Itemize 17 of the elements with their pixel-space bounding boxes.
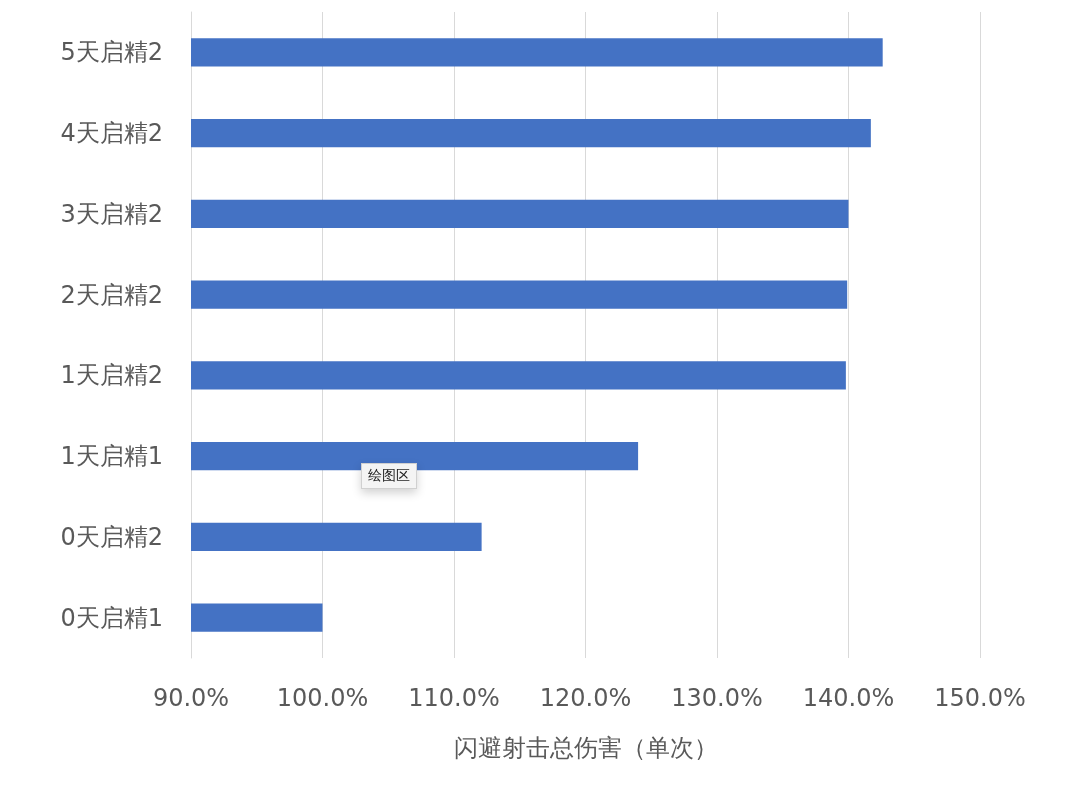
y-tick-label: 1天启精2 (60, 361, 163, 390)
y-tick-label: 0天启精1 (60, 603, 163, 632)
x-tick-label: 130.0% (671, 684, 763, 712)
x-tick-label: 90.0% (152, 684, 230, 712)
x-tick-label: 110.0% (408, 684, 500, 712)
y-tick-label: 0天启精2 (60, 522, 163, 551)
x-tick-label: 140.0% (802, 684, 895, 712)
y-tick-label: 5天启精2 (60, 38, 163, 67)
y-tick-label: 4天启精2 (60, 119, 163, 148)
x-tick-label: 120.0% (539, 684, 632, 712)
x-tick-label: 150.0% (934, 684, 1026, 712)
y-tick-label: 1天启精1 (60, 442, 163, 471)
x-axis-title: 闪避射击总伤害（单次） (453, 734, 718, 762)
y-tick-label: 3天启精2 (60, 199, 163, 228)
x-tick-label: 100.0% (276, 684, 369, 712)
annotation: 绘图区 (361, 463, 417, 489)
y-tick-label: 2天启精2 (60, 280, 163, 309)
